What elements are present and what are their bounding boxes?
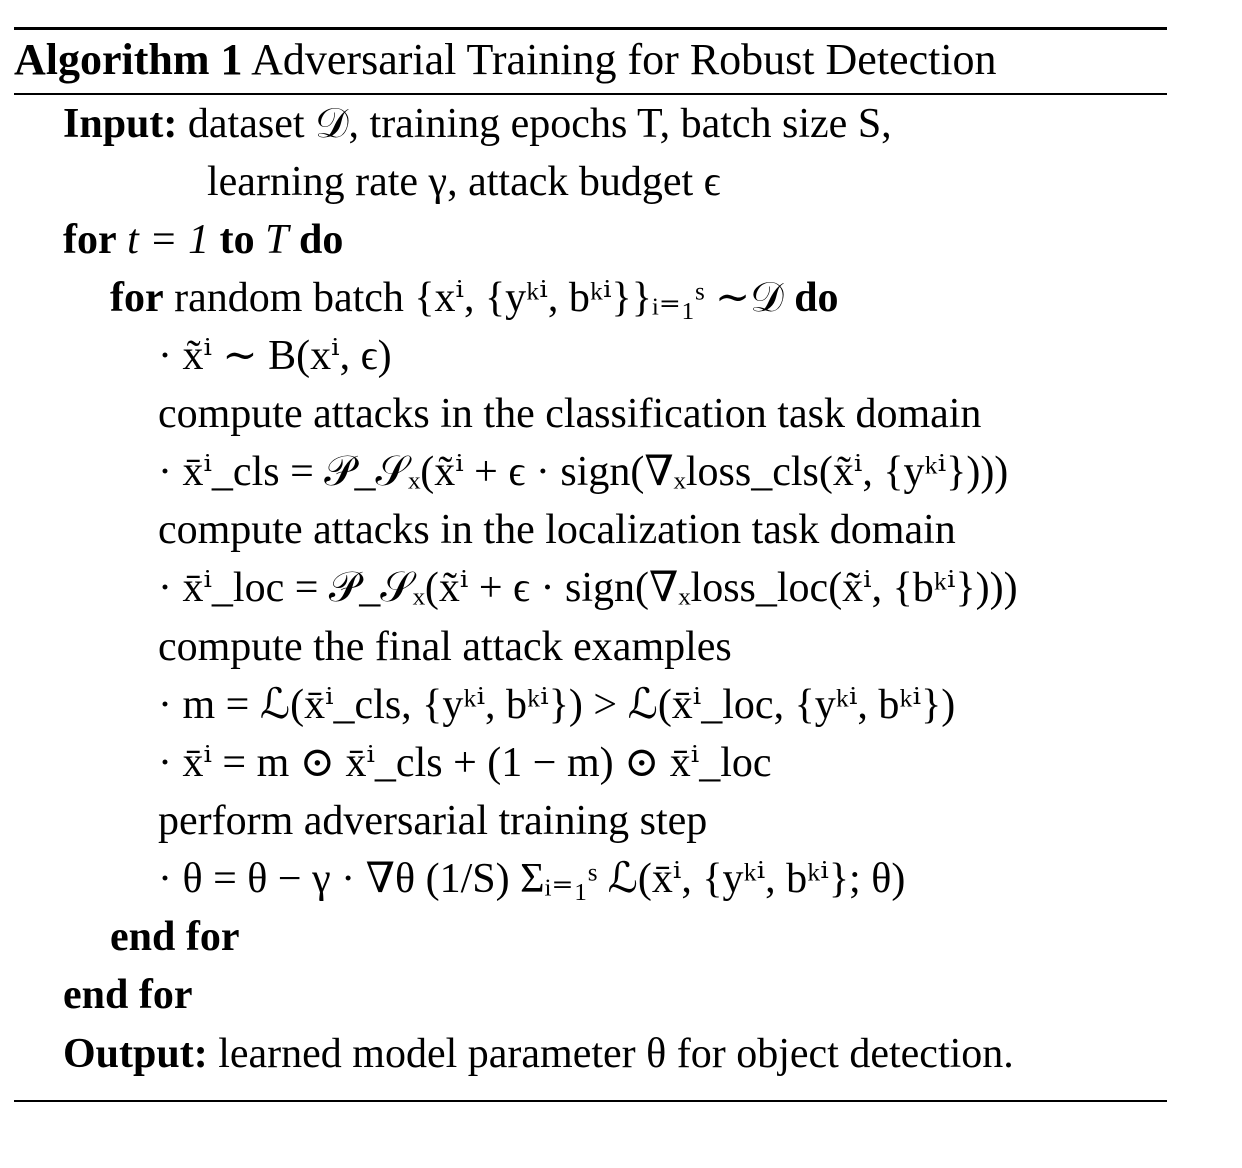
algorithm-label: Algorithm 1 xyxy=(14,35,243,84)
inner-for-condition: random batch {xⁱ, {yᵏⁱ, bᵏⁱ}}ᵢ₌₁ˢ ∼𝒟 xyxy=(174,275,784,321)
step-update: · θ = θ − γ · ∇θ (1/S) Σᵢ₌₁ˢ ℒ(x̄ⁱ, {yᵏⁱ… xyxy=(158,856,906,902)
output-keyword: Output: xyxy=(63,1031,208,1077)
outer-to-keyword: to xyxy=(219,217,255,263)
input-text-1: dataset 𝒟, training epochs T, batch size… xyxy=(187,101,892,147)
step-attack-localization: · x̄ⁱ_loc = 𝒫_𝒮ₓ(x̃ⁱ + ϵ · sign(∇ₓloss_l… xyxy=(158,565,1018,611)
input-keyword: Input: xyxy=(63,101,178,147)
algorithm-name: Adversarial Training for Robust Detectio… xyxy=(251,35,997,84)
step-attack-classification: · x̄ⁱ_cls = 𝒫_𝒮ₓ(x̃ⁱ + ϵ · sign(∇ₓloss_c… xyxy=(158,449,1009,495)
outer-for-line: for t = 1 to T do xyxy=(63,213,343,267)
inner-end-for: end for xyxy=(110,914,240,960)
step-combine: · x̄ⁱ = m ⊙ x̄ⁱ_cls + (1 − m) ⊙ x̄ⁱ_loc xyxy=(158,740,772,786)
comment-classification: compute attacks in the classification ta… xyxy=(158,391,982,437)
inner-for-line: for random batch {xⁱ, {yᵏⁱ, bᵏⁱ}}ᵢ₌₁ˢ ∼𝒟… xyxy=(110,271,839,325)
inner-for-keyword: for xyxy=(110,275,164,321)
outer-for-keyword: for xyxy=(63,217,117,263)
outer-for-bound: T xyxy=(265,217,289,263)
comment-localization: compute attacks in the localization task… xyxy=(158,507,956,553)
comment-final: compute the final attack examples xyxy=(158,624,732,670)
title-rule xyxy=(14,93,1167,95)
algorithm-title: Algorithm 1 Adversarial Training for Rob… xyxy=(14,32,997,88)
step-sample: · x̃ⁱ ∼ B(xⁱ, ϵ) xyxy=(158,333,392,379)
output-text: learned model parameter θ for object det… xyxy=(218,1031,1014,1077)
input-line-1: Input: dataset 𝒟, training epochs T, bat… xyxy=(63,97,892,151)
outer-do-keyword: do xyxy=(299,217,344,263)
bottom-rule xyxy=(14,1100,1167,1102)
inner-do-keyword: do xyxy=(794,275,839,321)
input-line-2: learning rate γ, attack budget ϵ xyxy=(207,155,721,209)
top-rule xyxy=(14,27,1167,30)
input-text-2: learning rate γ, attack budget ϵ xyxy=(207,159,721,205)
step-mask: · m = ℒ(x̄ⁱ_cls, {yᵏⁱ, bᵏⁱ}) > ℒ(x̄ⁱ_loc… xyxy=(158,682,956,728)
comment-train: perform adversarial training step xyxy=(158,798,708,844)
output-line: Output: learned model parameter θ for ob… xyxy=(63,1027,1014,1081)
outer-for-condition: t = 1 xyxy=(127,217,210,263)
outer-end-for: end for xyxy=(63,972,193,1018)
